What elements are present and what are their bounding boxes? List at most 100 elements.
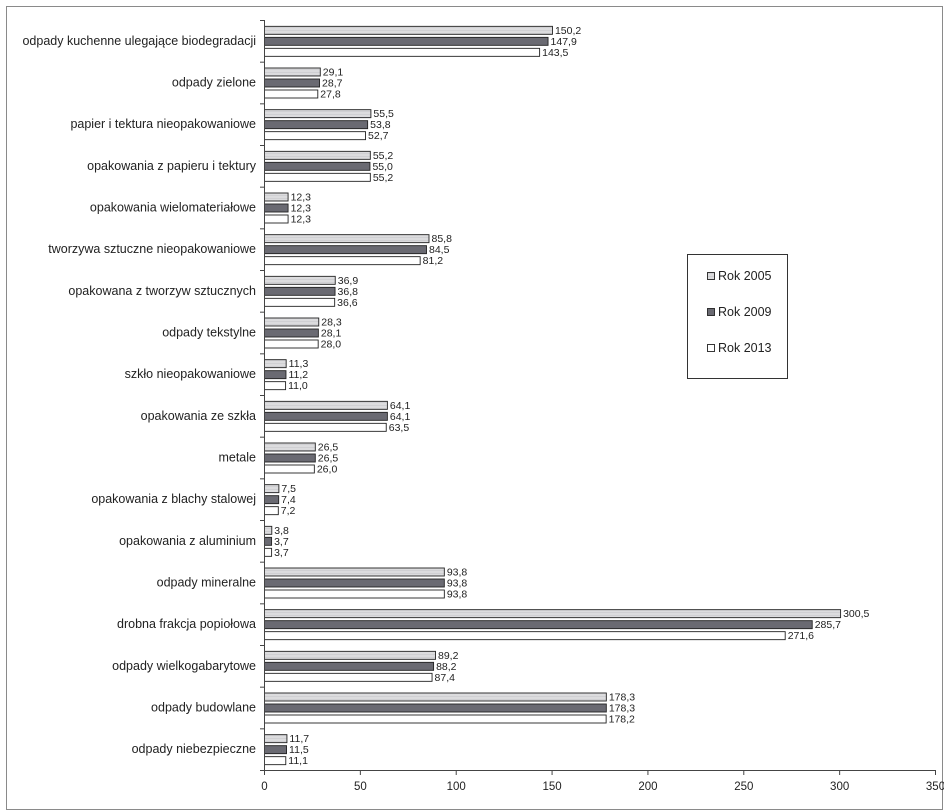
value-label-rok-2013-tworzywa-sztuczne-nieopakowaniowe: 81,2 (423, 255, 444, 267)
bar-rok-2005-opakowana-z-tworzyw-sztucznych (264, 275, 336, 285)
value-label-rok-2013-opakowania-wielomaterialowe: 12,3 (291, 214, 312, 226)
value-label-rok-2005-opakowania-ze-szkla: 64,1 (390, 400, 411, 412)
value-label-rok-2009-tworzywa-sztuczne-nieopakowaniowe: 84,5 (429, 244, 450, 256)
bar-rok-2013-odpady-budowlane (264, 714, 607, 724)
bar-rok-2013-tworzywa-sztuczne-nieopakowaniowe (264, 256, 421, 266)
bar-rok-2013-opakowania-z-blachy-stalowej (264, 506, 279, 516)
category-label-tworzywa-sztuczne-nieopakowaniowe: tworzywa sztuczne nieopakowaniowe (48, 242, 256, 256)
bar-rok-2013-odpady-niebezpieczne (264, 756, 287, 766)
value-label-rok-2013-odpady-niebezpieczne: 11,1 (288, 755, 308, 767)
bar-rok-2009-odpady-wielkogabarytowe (264, 661, 435, 671)
bar-rok-2013-opakowania-z-papieru-i-tektury (264, 172, 371, 182)
value-label-rok-2013-odpady-budowlane: 178,2 (609, 714, 635, 726)
value-label-rok-2013-odpady-kuchenne-ulegajace-biodegradacji: 143,5 (542, 47, 568, 59)
legend-box (687, 254, 788, 379)
bar-rok-2013-opakowania-wielomaterialowe (264, 214, 289, 224)
bar-rok-2005-metale (264, 442, 316, 452)
value-label-rok-2009-odpady-kuchenne-ulegajace-biodegradacji: 147,9 (551, 36, 577, 48)
chart-frame (6, 6, 943, 810)
x-tick-label-350: 350 (926, 781, 944, 793)
category-label-opakowania-z-blachy-stalowej: opakowania z blachy stalowej (91, 492, 256, 506)
category-label-papier-i-tektura-nieopakowaniowe: papier i tektura nieopakowaniowe (70, 117, 256, 131)
bar-rok-2009-opakowania-ze-szkla (264, 411, 388, 421)
bar-rok-2013-szklo-nieopakowaniowe (264, 381, 287, 391)
bar-rok-2005-szklo-nieopakowaniowe (264, 359, 287, 369)
bar-rok-2005-drobna-frakcja-popiolowa (264, 609, 842, 619)
x-tick-label-50: 50 (354, 781, 367, 793)
value-label-rok-2013-odpady-tekstylne: 28,0 (321, 339, 342, 351)
bar-rok-2009-opakowania-z-aluminium (264, 536, 273, 546)
x-tick-label-300: 300 (830, 781, 849, 793)
bar-rok-2009-opakowania-z-papieru-i-tektury (264, 161, 371, 171)
value-label-rok-2013-opakowania-z-aluminium: 3,7 (274, 547, 289, 559)
x-tick-label-100: 100 (447, 781, 466, 793)
value-label-rok-2009-opakowania-z-aluminium: 3,7 (274, 536, 289, 548)
bar-rok-2009-szklo-nieopakowaniowe (264, 370, 287, 380)
value-label-rok-2005-opakowania-wielomaterialowe: 12,3 (291, 192, 312, 204)
legend: Rok 2005 Rok 2009 Rok 2013 (687, 254, 788, 379)
bar-rok-2013-odpady-kuchenne-ulegajace-biodegradacji (264, 47, 541, 57)
value-label-rok-2005-opakowana-z-tworzyw-sztucznych: 36,9 (338, 275, 359, 287)
bar-rok-2009-metale (264, 453, 316, 463)
bar-rok-2005-tworzywa-sztuczne-nieopakowaniowe (264, 234, 430, 244)
value-label-rok-2013-opakowana-z-tworzyw-sztucznych: 36,6 (337, 297, 358, 309)
value-label-rok-2005-odpady-zielone: 29,1 (323, 67, 344, 79)
category-label-opakowania-z-aluminium: opakowania z aluminium (119, 534, 256, 548)
category-label-opakowania-z-papieru-i-tektury: opakowania z papieru i tektury (87, 159, 257, 173)
bar-rok-2009-odpady-niebezpieczne (264, 745, 287, 755)
category-label-szklo-nieopakowaniowe: szkło nieopakowaniowe (125, 367, 256, 381)
legend-swatch-rok-2009 (707, 308, 715, 316)
bar-rok-2009-odpady-kuchenne-ulegajace-biodegradacji (264, 36, 549, 46)
legend-label-rok-2009: Rok 2009 (718, 305, 772, 319)
value-label-rok-2009-odpady-budowlane: 178,3 (609, 703, 635, 715)
category-label-opakowana-z-tworzyw-sztucznych: opakowana z tworzyw sztucznych (68, 284, 256, 298)
value-label-rok-2013-szklo-nieopakowaniowe: 11,0 (288, 380, 308, 392)
value-label-rok-2005-opakowania-z-blachy-stalowej: 7,5 (281, 483, 296, 495)
x-tick-label-150: 150 (542, 781, 561, 793)
value-label-rok-2009-odpady-tekstylne: 28,1 (321, 328, 342, 340)
value-label-rok-2013-opakowania-z-papieru-i-tektury: 55,2 (373, 172, 394, 184)
bar-rok-2009-tworzywa-sztuczne-nieopakowaniowe (264, 245, 427, 255)
value-label-rok-2009-odpady-mineralne: 93,8 (447, 578, 468, 590)
value-label-rok-2005-tworzywa-sztuczne-nieopakowaniowe: 85,8 (431, 233, 452, 245)
bar-rok-2013-metale (264, 464, 315, 474)
value-label-rok-2005-opakowania-z-aluminium: 3,8 (274, 525, 289, 537)
value-label-rok-2013-opakowania-ze-szkla: 63,5 (389, 422, 410, 434)
value-label-rok-2005-odpady-kuchenne-ulegajace-biodegradacji: 150,2 (555, 25, 581, 37)
legend-label-rok-2005: Rok 2005 (718, 269, 772, 283)
value-label-rok-2005-opakowania-z-papieru-i-tektury: 55,2 (373, 150, 394, 162)
axes (264, 20, 935, 771)
value-label-rok-2005-szklo-nieopakowaniowe: 11,3 (289, 358, 309, 370)
bar-rok-2005-opakowania-z-aluminium (264, 525, 273, 535)
value-label-rok-2013-papier-i-tektura-nieopakowaniowe: 52,7 (368, 130, 389, 142)
category-label-opakowania-ze-szkla: opakowania ze szkła (141, 409, 256, 423)
value-label-rok-2005-odpady-tekstylne: 28,3 (321, 317, 342, 329)
bar-rok-2005-odpady-niebezpieczne (264, 734, 288, 744)
bar-rok-2013-papier-i-tektura-nieopakowaniowe (264, 131, 366, 141)
bar-rok-2005-odpady-tekstylne (264, 317, 320, 327)
legend-label-rok-2013: Rok 2013 (718, 341, 772, 355)
value-label-rok-2005-odpady-budowlane: 178,3 (609, 692, 635, 704)
bar-rok-2005-odpady-zielone (264, 67, 321, 77)
bar-rok-2005-odpady-wielkogabarytowe (264, 650, 436, 660)
bars-layer (264, 25, 842, 766)
category-label-odpady-niebezpieczne: odpady niebezpieczne (132, 742, 256, 756)
value-label-rok-2005-odpady-mineralne: 93,8 (447, 567, 468, 579)
category-label-odpady-zielone: odpady zielone (172, 76, 256, 90)
value-label-rok-2013-odpady-zielone: 27,8 (320, 89, 341, 101)
value-label-rok-2009-opakowania-wielomaterialowe: 12,3 (291, 203, 312, 215)
bar-rok-2013-odpady-tekstylne (264, 339, 319, 349)
x-tick-label-0: 0 (261, 781, 267, 793)
bar-rok-2005-papier-i-tektura-nieopakowaniowe (264, 109, 372, 119)
legend-swatch-rok-2013 (707, 344, 715, 352)
x-tick-label-200: 200 (638, 781, 657, 793)
value-label-rok-2013-odpady-mineralne: 93,8 (447, 589, 468, 601)
bar-rok-2005-opakowania-z-papieru-i-tektury (264, 150, 371, 160)
bar-rok-2009-opakowana-z-tworzyw-sztucznych (264, 286, 336, 296)
category-label-odpady-mineralne: odpady mineralne (157, 576, 256, 590)
bar-rok-2009-odpady-zielone (264, 78, 320, 88)
bar-rok-2009-papier-i-tektura-nieopakowaniowe (264, 120, 369, 130)
value-label-rok-2009-odpady-wielkogabarytowe: 88,2 (436, 661, 457, 673)
value-label-rok-2009-opakowania-ze-szkla: 64,1 (390, 411, 411, 423)
